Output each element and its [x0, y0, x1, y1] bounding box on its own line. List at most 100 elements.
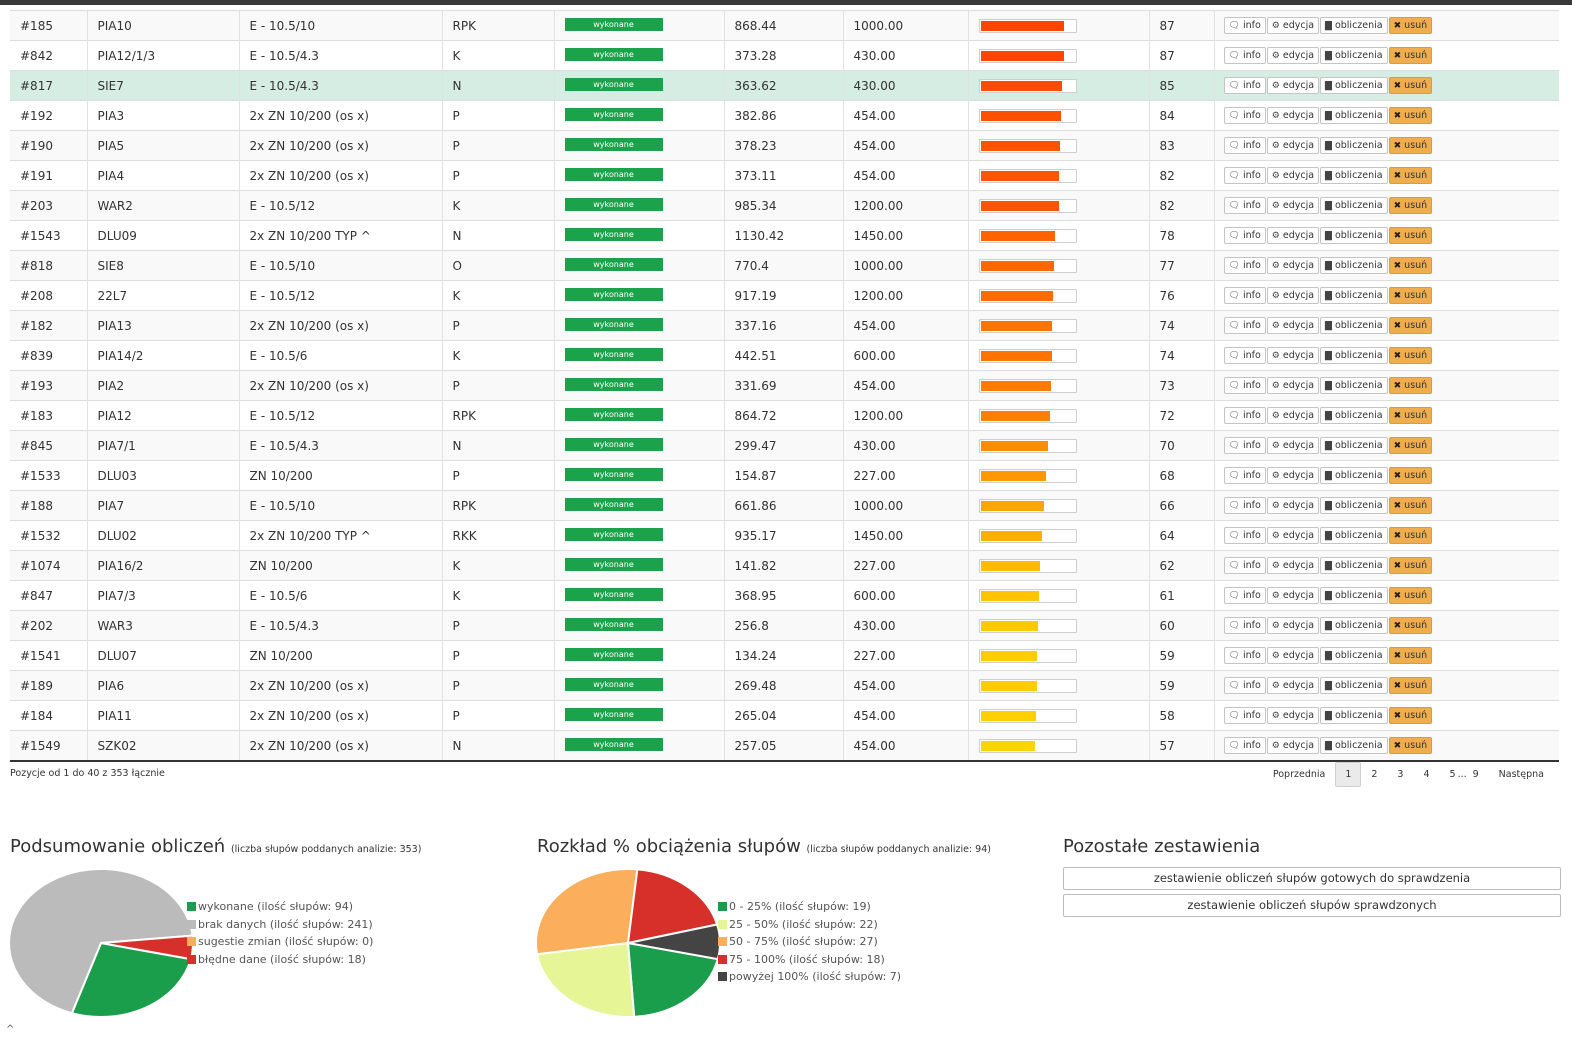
info-button[interactable]: 🗨 info: [1223, 677, 1266, 694]
pager-page-3[interactable]: 3: [1397, 769, 1404, 780]
info-button[interactable]: 🗨 info: [1223, 437, 1266, 454]
info-button[interactable]: 🗨 info: [1223, 197, 1266, 214]
edit-button[interactable]: ⚙ edycja: [1266, 437, 1320, 454]
delete-button[interactable]: ✖ usuń: [1388, 617, 1433, 634]
edit-button[interactable]: ⚙ edycja: [1266, 77, 1320, 94]
calculations-button[interactable]: ▇ obliczenia: [1320, 587, 1388, 604]
info-button[interactable]: 🗨 info: [1223, 137, 1266, 154]
delete-button[interactable]: ✖ usuń: [1388, 497, 1433, 514]
delete-button[interactable]: ✖ usuń: [1388, 227, 1433, 244]
delete-button[interactable]: ✖ usuń: [1388, 167, 1433, 184]
calculations-button[interactable]: ▇ obliczenia: [1320, 257, 1388, 274]
edit-button[interactable]: ⚙ edycja: [1266, 167, 1320, 184]
pager-next[interactable]: Następna: [1498, 769, 1544, 780]
edit-button[interactable]: ⚙ edycja: [1266, 707, 1320, 724]
edit-button[interactable]: ⚙ edycja: [1266, 557, 1320, 574]
info-button[interactable]: 🗨 info: [1223, 167, 1266, 184]
edit-button[interactable]: ⚙ edycja: [1266, 677, 1320, 694]
pager-page-2[interactable]: 2: [1371, 769, 1378, 780]
calculations-button[interactable]: ▇ obliczenia: [1320, 737, 1388, 754]
pager-prev[interactable]: Poprzednia: [1272, 769, 1326, 780]
calculations-button[interactable]: ▇ obliczenia: [1320, 347, 1388, 364]
delete-button[interactable]: ✖ usuń: [1388, 377, 1433, 394]
info-button[interactable]: 🗨 info: [1223, 587, 1266, 604]
calculations-button[interactable]: ▇ obliczenia: [1320, 137, 1388, 154]
edit-button[interactable]: ⚙ edycja: [1266, 407, 1320, 424]
delete-button[interactable]: ✖ usuń: [1388, 707, 1433, 724]
delete-button[interactable]: ✖ usuń: [1388, 107, 1433, 124]
info-button[interactable]: 🗨 info: [1223, 377, 1266, 394]
edit-button[interactable]: ⚙ edycja: [1266, 467, 1320, 484]
edit-button[interactable]: ⚙ edycja: [1266, 197, 1320, 214]
calculations-button[interactable]: ▇ obliczenia: [1320, 107, 1388, 124]
edit-button[interactable]: ⚙ edycja: [1266, 287, 1320, 304]
edit-button[interactable]: ⚙ edycja: [1266, 647, 1320, 664]
delete-button[interactable]: ✖ usuń: [1388, 527, 1433, 544]
delete-button[interactable]: ✖ usuń: [1388, 17, 1433, 34]
info-button[interactable]: 🗨 info: [1223, 227, 1266, 244]
edit-button[interactable]: ⚙ edycja: [1266, 137, 1320, 154]
info-button[interactable]: 🗨 info: [1223, 317, 1266, 334]
calculations-button[interactable]: ▇ obliczenia: [1320, 17, 1388, 34]
delete-button[interactable]: ✖ usuń: [1388, 557, 1433, 574]
ready-for-check-report-button[interactable]: zestawienie obliczeń słupów gotowych do …: [1063, 867, 1561, 890]
delete-button[interactable]: ✖ usuń: [1388, 137, 1433, 154]
info-button[interactable]: 🗨 info: [1223, 407, 1266, 424]
info-button[interactable]: 🗨 info: [1223, 77, 1266, 94]
info-button[interactable]: 🗨 info: [1223, 527, 1266, 544]
info-button[interactable]: 🗨 info: [1223, 107, 1266, 124]
edit-button[interactable]: ⚙ edycja: [1266, 17, 1320, 34]
edit-button[interactable]: ⚙ edycja: [1266, 227, 1320, 244]
edit-button[interactable]: ⚙ edycja: [1266, 47, 1320, 64]
delete-button[interactable]: ✖ usuń: [1388, 257, 1433, 274]
pager-page-4[interactable]: 4: [1423, 769, 1430, 780]
edit-button[interactable]: ⚙ edycja: [1266, 317, 1320, 334]
calculations-button[interactable]: ▇ obliczenia: [1320, 497, 1388, 514]
delete-button[interactable]: ✖ usuń: [1388, 287, 1433, 304]
edit-button[interactable]: ⚙ edycja: [1266, 107, 1320, 124]
edit-button[interactable]: ⚙ edycja: [1266, 617, 1320, 634]
delete-button[interactable]: ✖ usuń: [1388, 647, 1433, 664]
info-button[interactable]: 🗨 info: [1223, 47, 1266, 64]
calculations-button[interactable]: ▇ obliczenia: [1320, 287, 1388, 304]
info-button[interactable]: 🗨 info: [1223, 347, 1266, 364]
info-button[interactable]: 🗨 info: [1223, 287, 1266, 304]
pager-page-last[interactable]: 9: [1472, 769, 1479, 780]
edit-button[interactable]: ⚙ edycja: [1266, 257, 1320, 274]
calculations-button[interactable]: ▇ obliczenia: [1320, 647, 1388, 664]
info-button[interactable]: 🗨 info: [1223, 737, 1266, 754]
delete-button[interactable]: ✖ usuń: [1388, 437, 1433, 454]
delete-button[interactable]: ✖ usuń: [1388, 77, 1433, 94]
edit-button[interactable]: ⚙ edycja: [1266, 527, 1320, 544]
delete-button[interactable]: ✖ usuń: [1388, 407, 1433, 424]
info-button[interactable]: 🗨 info: [1223, 497, 1266, 514]
delete-button[interactable]: ✖ usuń: [1388, 467, 1433, 484]
calculations-button[interactable]: ▇ obliczenia: [1320, 707, 1388, 724]
calculations-button[interactable]: ▇ obliczenia: [1320, 77, 1388, 94]
calculations-button[interactable]: ▇ obliczenia: [1320, 377, 1388, 394]
calculations-button[interactable]: ▇ obliczenia: [1320, 677, 1388, 694]
info-button[interactable]: 🗨 info: [1223, 707, 1266, 724]
edit-button[interactable]: ⚙ edycja: [1266, 587, 1320, 604]
calculations-button[interactable]: ▇ obliczenia: [1320, 47, 1388, 64]
edit-button[interactable]: ⚙ edycja: [1266, 347, 1320, 364]
delete-button[interactable]: ✖ usuń: [1388, 197, 1433, 214]
calculations-button[interactable]: ▇ obliczenia: [1320, 527, 1388, 544]
info-button[interactable]: 🗨 info: [1223, 557, 1266, 574]
calculations-button[interactable]: ▇ obliczenia: [1320, 407, 1388, 424]
checked-report-button[interactable]: zestawienie obliczeń słupów sprawdzonych: [1063, 894, 1561, 917]
edit-button[interactable]: ⚙ edycja: [1266, 737, 1320, 754]
calculations-button[interactable]: ▇ obliczenia: [1320, 227, 1388, 244]
scroll-top-icon[interactable]: ^: [6, 1024, 15, 1035]
calculations-button[interactable]: ▇ obliczenia: [1320, 167, 1388, 184]
info-button[interactable]: 🗨 info: [1223, 467, 1266, 484]
delete-button[interactable]: ✖ usuń: [1388, 347, 1433, 364]
calculations-button[interactable]: ▇ obliczenia: [1320, 437, 1388, 454]
pager-page-1[interactable]: 1: [1335, 762, 1362, 787]
calculations-button[interactable]: ▇ obliczenia: [1320, 557, 1388, 574]
calculations-button[interactable]: ▇ obliczenia: [1320, 317, 1388, 334]
calculations-button[interactable]: ▇ obliczenia: [1320, 467, 1388, 484]
info-button[interactable]: 🗨 info: [1223, 617, 1266, 634]
edit-button[interactable]: ⚙ edycja: [1266, 377, 1320, 394]
info-button[interactable]: 🗨 info: [1223, 647, 1266, 664]
